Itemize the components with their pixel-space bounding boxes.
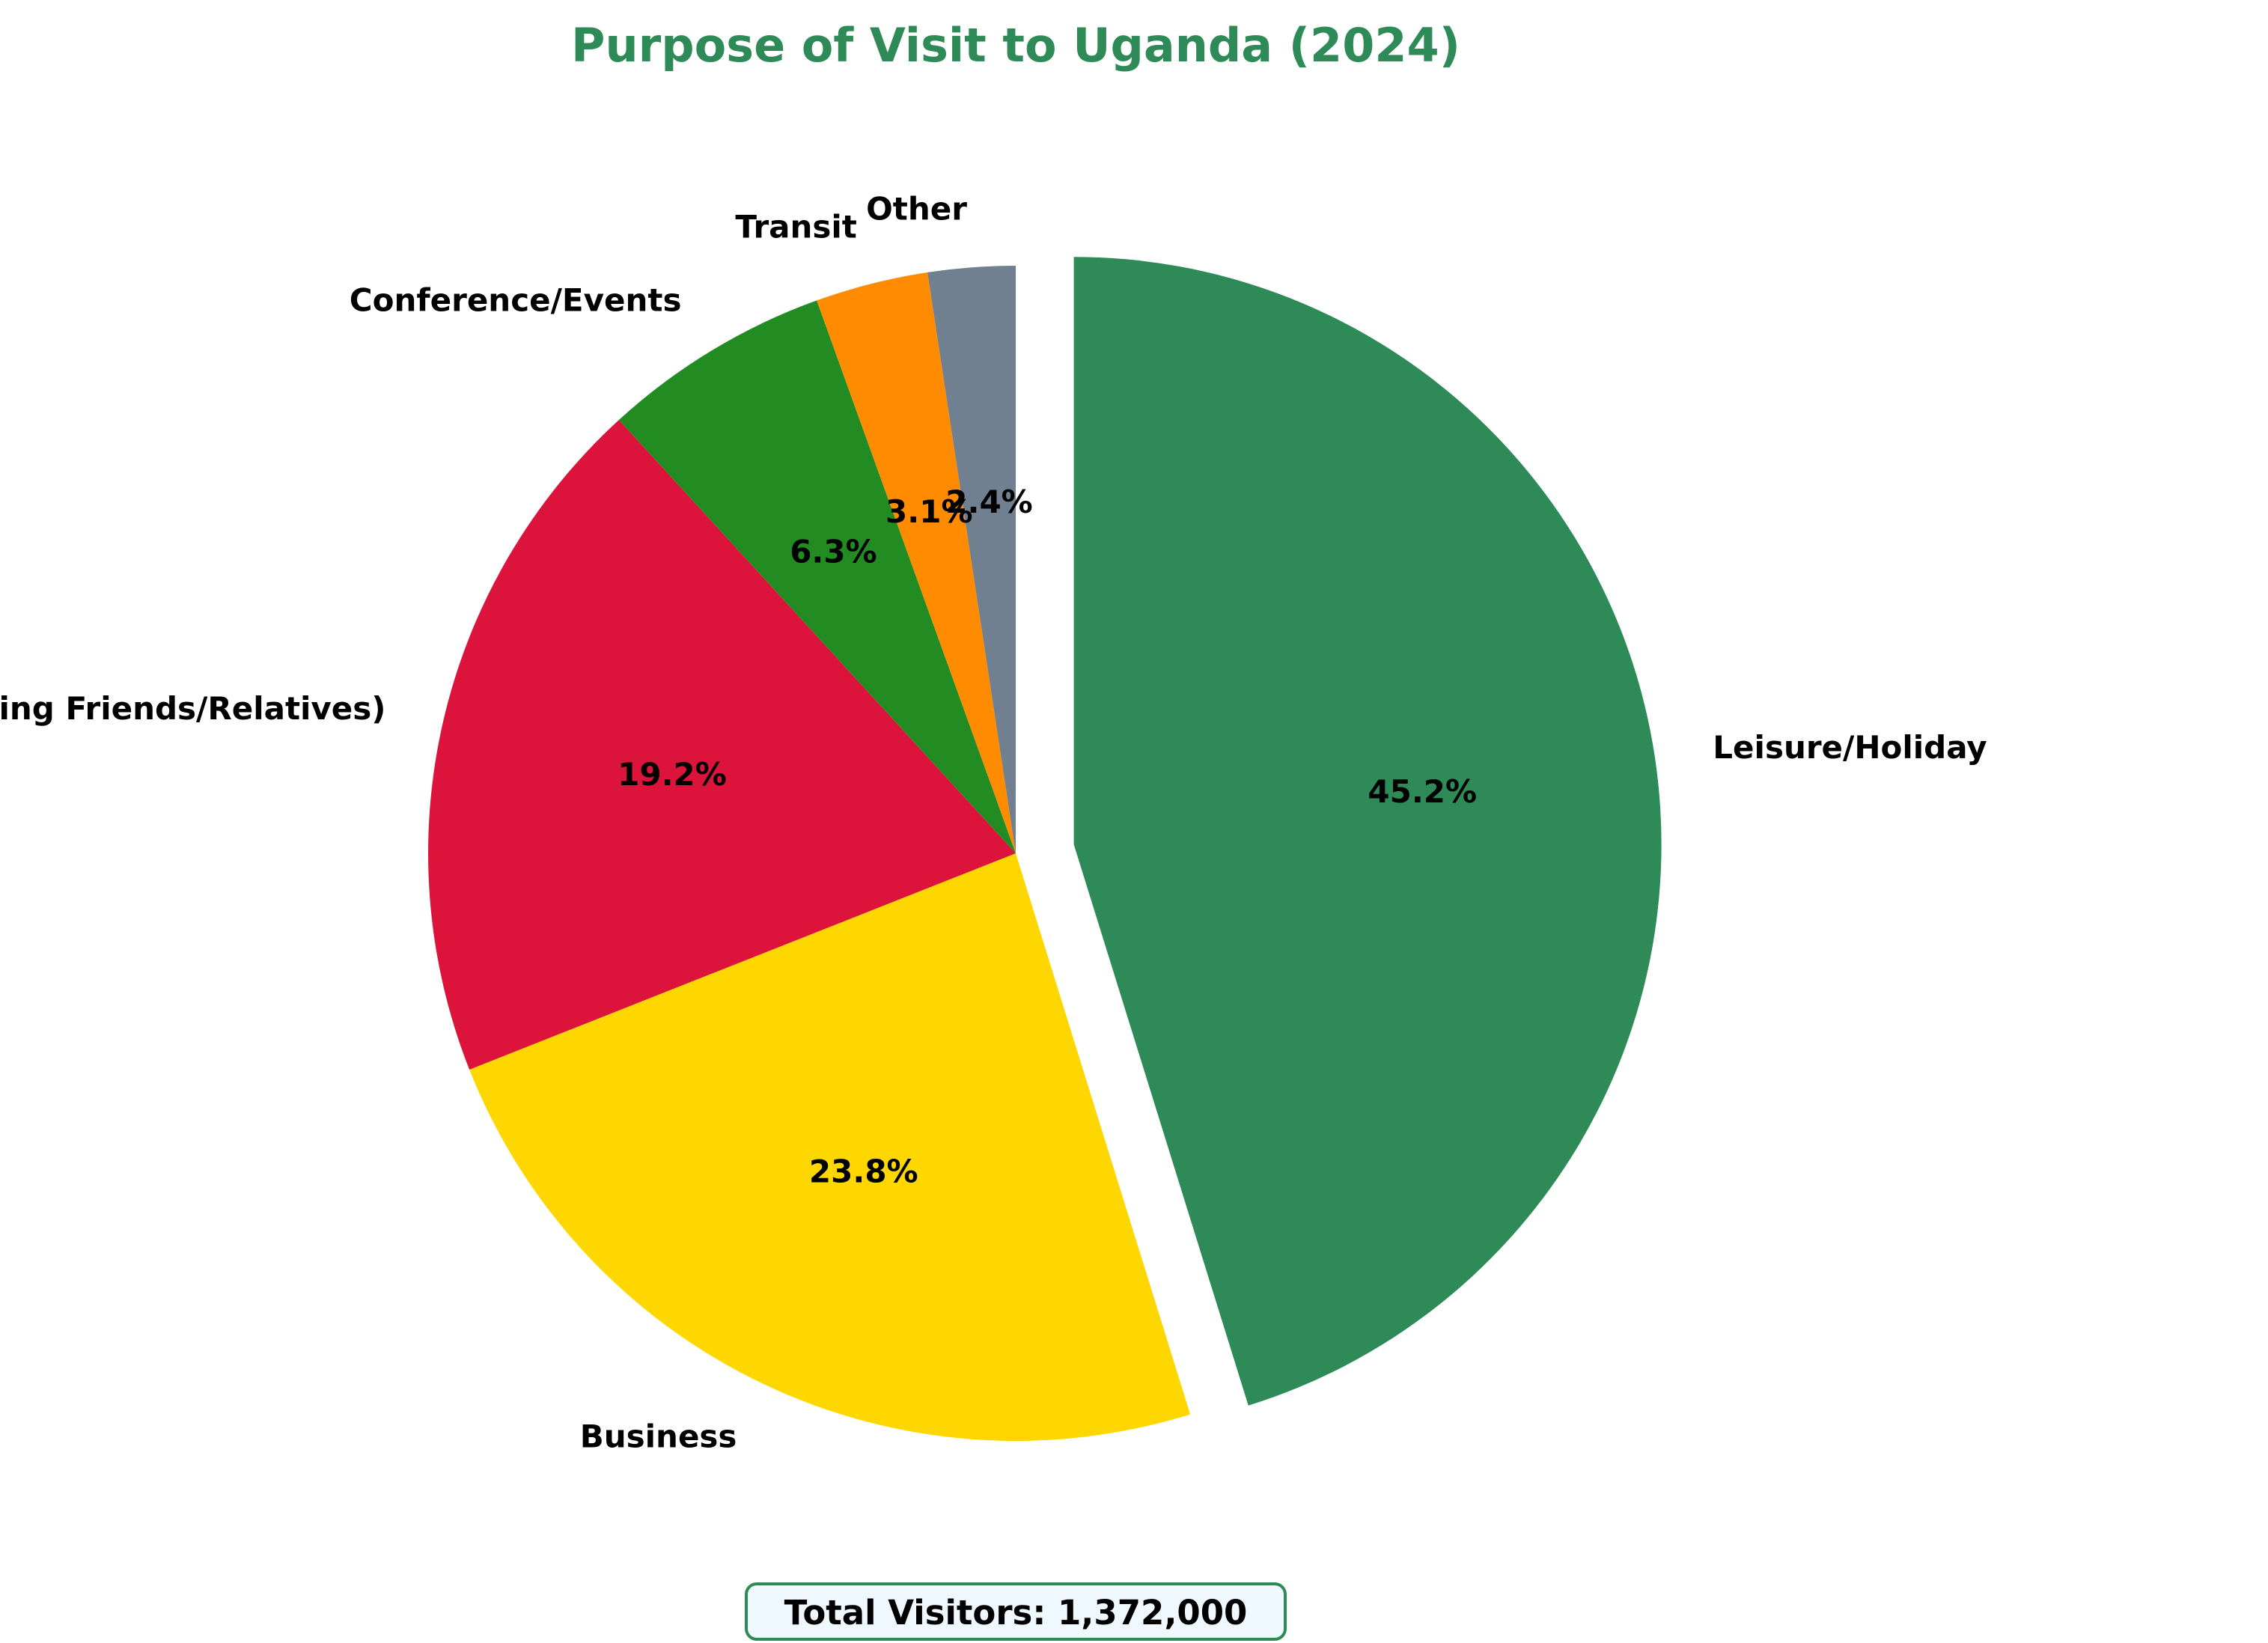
category-label-transit: Transit <box>735 208 856 245</box>
slice-leisure-holiday <box>1073 257 1662 1406</box>
chart-title: Purpose of Visit to Uganda (2024) <box>571 18 1460 73</box>
pct-label-other: 2.4% <box>945 484 1032 520</box>
percentage-labels: 45.2% 23.8% 19.2% 6.3%3.1%2.4% <box>618 484 1477 1190</box>
slice-vfr-visiting-friends-relatives <box>428 420 1016 1070</box>
total-visitors-text: Total Visitors: 1,372,000 <box>784 1593 1248 1633</box>
pct-label-transit: 3.1% <box>885 493 972 530</box>
pct-label-business: 23.8% <box>809 1153 918 1189</box>
total-visitors-box <box>745 1582 1287 1641</box>
category-label-business: Business <box>580 1418 737 1454</box>
slice-other <box>927 266 1016 853</box>
slice-transit <box>817 272 1016 853</box>
category-label-conference-events: Conference/Events <box>350 281 682 318</box>
pct-label-leisure-holiday: 45.2% <box>1368 773 1477 810</box>
total-visitors-annotation: Total Visitors: 1,372,000 <box>745 1582 1287 1641</box>
pct-label-vfr-visiting-friends-relatives: 19.2% <box>618 756 727 793</box>
category-label-vfr-visiting-friends-relatives: VFR (Visiting Friends/Relatives) <box>0 690 385 727</box>
category-label-other: Other <box>866 190 967 227</box>
pie-slices <box>428 257 1662 1441</box>
category-label-leisure-holiday: Leisure/Holiday <box>1713 729 1987 766</box>
slice-business <box>469 853 1191 1441</box>
slice-conference-events <box>618 300 1016 854</box>
category-labels: Leisure/Holiday Business VFR (Visiting Fri… <box>0 190 1987 1454</box>
pct-label-conference-events: 6.3% <box>790 533 877 570</box>
